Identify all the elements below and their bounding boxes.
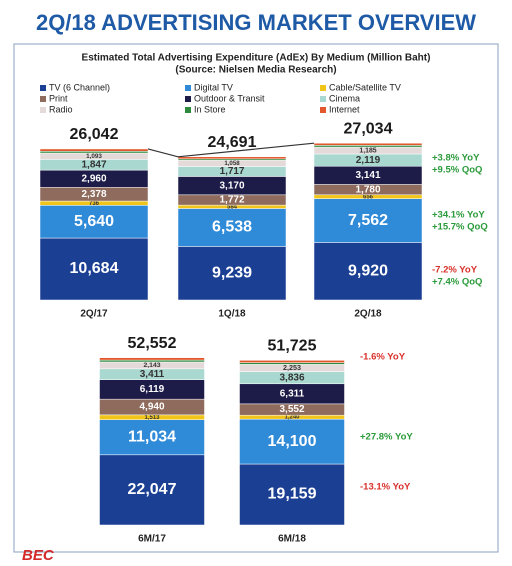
category-label: 2Q/17: [80, 309, 108, 320]
total-label: 52,552: [128, 335, 177, 352]
value-label: 7,562: [348, 212, 388, 229]
bar-segment: [239, 463, 345, 526]
value-label: 2,960: [81, 173, 106, 184]
value-label: 1,780: [355, 184, 380, 195]
value-label: 9,920: [348, 262, 388, 279]
value-label: 9,239: [212, 264, 252, 281]
value-label: 1,093: [86, 153, 102, 160]
total-label: 51,725: [268, 338, 317, 355]
value-label: 5,640: [74, 213, 114, 230]
value-label: 1,058: [224, 160, 240, 167]
value-label: 3,836: [279, 372, 304, 383]
value-label: 2,253: [283, 364, 301, 372]
value-label: 2,119: [356, 155, 381, 166]
value-label: 584: [227, 204, 238, 210]
value-label: 3,170: [219, 180, 244, 191]
legend-swatch: [320, 85, 326, 91]
value-label: 1,185: [359, 147, 376, 154]
bar-segment: [239, 360, 345, 363]
value-label: 6,311: [280, 388, 305, 399]
title: 2Q/18 ADVERTISING MARKET OVERVIEW: [36, 10, 476, 35]
chart-frame: [13, 43, 499, 553]
legend-label: Outdoor & Transit: [194, 93, 265, 103]
legend-label: Radio: [49, 104, 73, 114]
annotation: +3.8% YoY: [432, 153, 480, 164]
value-label: 6,538: [212, 219, 252, 236]
legend-label: In Store: [194, 104, 226, 114]
bar-segment: [39, 205, 149, 239]
value-label: 1,240: [284, 415, 300, 421]
value-label: 6,119: [140, 384, 165, 395]
annotation: +9.5% QoQ: [432, 165, 482, 176]
bar-segment: [99, 454, 205, 526]
legend-label: Cinema: [329, 93, 360, 103]
category-label: 6M/18: [278, 534, 306, 545]
bar-segment: [177, 156, 287, 160]
value-label: 3,141: [355, 170, 380, 181]
subtitle: (Source: Nielsen Media Research): [175, 65, 336, 76]
legend-label: TV (6 Channel): [49, 82, 110, 92]
legend-label: Cable/Satellite TV: [329, 82, 401, 92]
annotation: +7.4% QoQ: [432, 277, 482, 288]
value-label: 19,159: [268, 486, 317, 503]
value-label: 736: [89, 201, 100, 207]
bar-segment: [313, 198, 423, 243]
value-label: 14,100: [268, 433, 317, 450]
total-label: 26,042: [70, 126, 119, 143]
annotation: -13.1% YoY: [360, 482, 411, 493]
bar-segment: [313, 145, 423, 148]
bar-segment: [313, 142, 423, 146]
annotation: -7.2% YoY: [432, 265, 478, 276]
legend-swatch: [185, 107, 191, 113]
legend-swatch: [40, 107, 46, 113]
bar-segment: [99, 359, 205, 363]
total-label: 24,691: [208, 134, 257, 151]
bar-segment: [99, 419, 205, 456]
legend-label: Digital TV: [194, 82, 233, 92]
category-label: 6M/17: [138, 534, 166, 545]
bar-segment: [177, 208, 287, 247]
legend-label: Print: [49, 93, 68, 103]
logo: BEC: [22, 547, 55, 564]
bar-segment: [39, 151, 149, 154]
value-label: 3,411: [140, 369, 165, 380]
value-label: 11,034: [128, 428, 176, 445]
legend-swatch: [320, 107, 326, 113]
legend-label: Internet: [329, 104, 360, 114]
bar-segment: [99, 357, 205, 361]
value-label: 3,552: [279, 404, 304, 415]
total-label: 27,034: [344, 120, 393, 137]
legend-swatch: [320, 96, 326, 102]
value-label: 1,847: [81, 159, 106, 170]
annotation: +27.8% YoY: [360, 432, 413, 443]
category-label: 1Q/18: [218, 309, 246, 320]
value-label: 656: [363, 194, 374, 200]
value-label: 4,940: [139, 402, 164, 413]
bar-segment: [39, 148, 149, 152]
legend-swatch: [185, 96, 191, 102]
annotation: -1.6% YoY: [360, 352, 406, 363]
category-label: 2Q/18: [354, 309, 382, 320]
subtitle: Estimated Total Advertising Expenditure …: [82, 53, 431, 64]
value-label: 2,143: [143, 362, 160, 369]
legend-swatch: [185, 85, 191, 91]
trend-line: [147, 142, 315, 158]
bar-segment: [239, 418, 345, 465]
value-label: 10,684: [70, 260, 119, 277]
annotation: +34.1% YoY: [432, 210, 485, 221]
value-label: 1,717: [220, 166, 245, 177]
bar-segment: [313, 242, 423, 301]
bar-segment: [239, 362, 345, 365]
legend-swatch: [40, 85, 46, 91]
annotation: +15.7% QoQ: [432, 222, 488, 233]
value-label: 22,047: [128, 481, 177, 498]
value-label: 2,378: [81, 189, 106, 200]
value-label: 1,772: [219, 195, 244, 206]
value-label: 1,513: [144, 415, 160, 421]
bar-segment: [177, 246, 287, 301]
legend-swatch: [40, 96, 46, 102]
